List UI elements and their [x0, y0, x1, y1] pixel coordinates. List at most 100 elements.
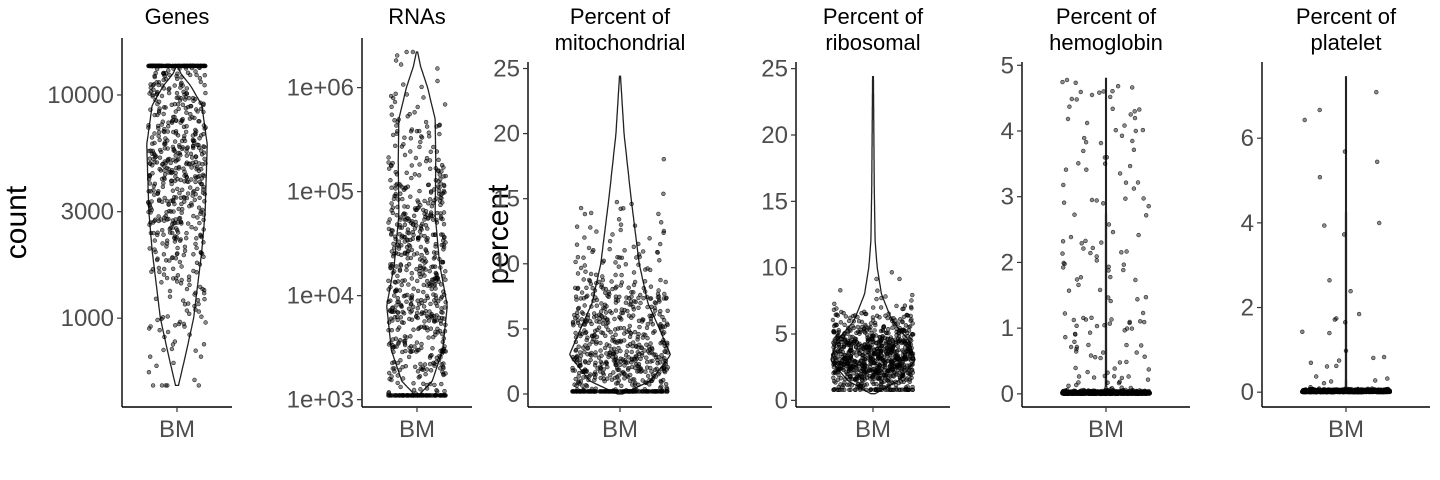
data-point — [427, 134, 432, 139]
data-point — [414, 129, 420, 134]
data-point — [862, 330, 868, 335]
data-point — [161, 111, 166, 117]
data-point — [648, 296, 654, 301]
data-point — [397, 182, 402, 187]
data-point — [588, 357, 593, 363]
data-point — [1074, 344, 1080, 350]
data-point — [1342, 320, 1348, 325]
data-point — [582, 235, 587, 240]
data-point — [862, 356, 867, 361]
data-point — [154, 160, 160, 165]
data-point — [588, 225, 593, 230]
data-point — [1322, 223, 1327, 228]
data-point — [869, 331, 874, 336]
data-point — [574, 297, 579, 302]
data-point — [831, 375, 836, 380]
data-point — [417, 257, 423, 262]
data-point — [628, 330, 633, 335]
data-point — [152, 247, 157, 252]
data-point — [398, 338, 403, 343]
data-point — [576, 374, 581, 379]
data-point — [647, 267, 653, 273]
data-point — [393, 58, 399, 63]
data-point — [663, 279, 668, 285]
data-point — [402, 204, 407, 209]
data-point — [655, 295, 661, 300]
data-point — [395, 314, 400, 320]
data-point — [186, 221, 191, 226]
data-point — [897, 362, 902, 367]
data-point — [599, 314, 605, 319]
data-point — [410, 219, 415, 224]
data-point — [152, 152, 158, 158]
data-point — [885, 383, 891, 388]
data-point — [396, 299, 401, 305]
data-point — [386, 328, 391, 333]
data-point — [1076, 374, 1082, 379]
data-point — [645, 389, 650, 394]
data-point — [443, 277, 448, 282]
data-point — [404, 299, 409, 304]
data-point — [655, 291, 661, 297]
data-point — [438, 296, 444, 301]
data-point — [420, 271, 425, 276]
data-point — [853, 344, 859, 349]
data-point — [434, 149, 440, 154]
data-point — [842, 331, 847, 336]
data-point — [398, 191, 403, 196]
data-point — [635, 350, 640, 355]
data-point — [173, 118, 179, 123]
data-point — [152, 74, 158, 80]
data-point — [658, 277, 663, 283]
y-tick-label: 10 — [493, 251, 520, 278]
data-point — [438, 177, 443, 182]
data-point — [871, 339, 876, 345]
data-point — [650, 376, 656, 381]
data-point — [1313, 374, 1319, 379]
data-point — [402, 342, 408, 348]
data-point — [167, 86, 172, 91]
data-point — [660, 331, 666, 336]
data-point — [423, 372, 428, 377]
data-point — [1061, 260, 1066, 266]
data-point — [895, 344, 900, 349]
data-point — [411, 393, 416, 398]
data-point — [570, 319, 576, 325]
data-point — [1132, 109, 1137, 114]
data-point — [192, 197, 198, 203]
data-point — [156, 108, 162, 114]
data-point — [875, 288, 880, 293]
data-point — [894, 349, 900, 354]
data-point — [389, 185, 394, 190]
data-point — [576, 344, 581, 349]
data-point — [1074, 97, 1079, 102]
data-point — [872, 387, 877, 392]
data-point — [404, 335, 409, 340]
data-point — [200, 172, 206, 178]
data-point — [184, 236, 189, 241]
data-point — [1108, 298, 1113, 304]
data-point — [182, 244, 188, 250]
data-point — [187, 282, 192, 288]
data-point — [1132, 115, 1138, 121]
data-point — [657, 360, 663, 365]
data-point — [1123, 196, 1128, 201]
data-point — [196, 301, 201, 307]
data-point — [607, 343, 612, 348]
data-point — [626, 313, 632, 318]
y-tick-label: 25 — [761, 56, 788, 83]
data-point — [593, 272, 599, 277]
data-point — [193, 127, 198, 133]
data-point — [1113, 128, 1119, 133]
data-point — [414, 223, 419, 228]
data-point — [431, 200, 436, 206]
data-point — [1106, 222, 1112, 227]
data-point — [1306, 388, 1311, 393]
data-point — [659, 353, 664, 358]
data-point — [616, 217, 622, 222]
y-tick-label: 5 — [507, 316, 520, 343]
data-point — [443, 269, 448, 274]
data-point — [182, 324, 187, 329]
data-point — [610, 232, 615, 237]
data-point — [615, 298, 621, 303]
